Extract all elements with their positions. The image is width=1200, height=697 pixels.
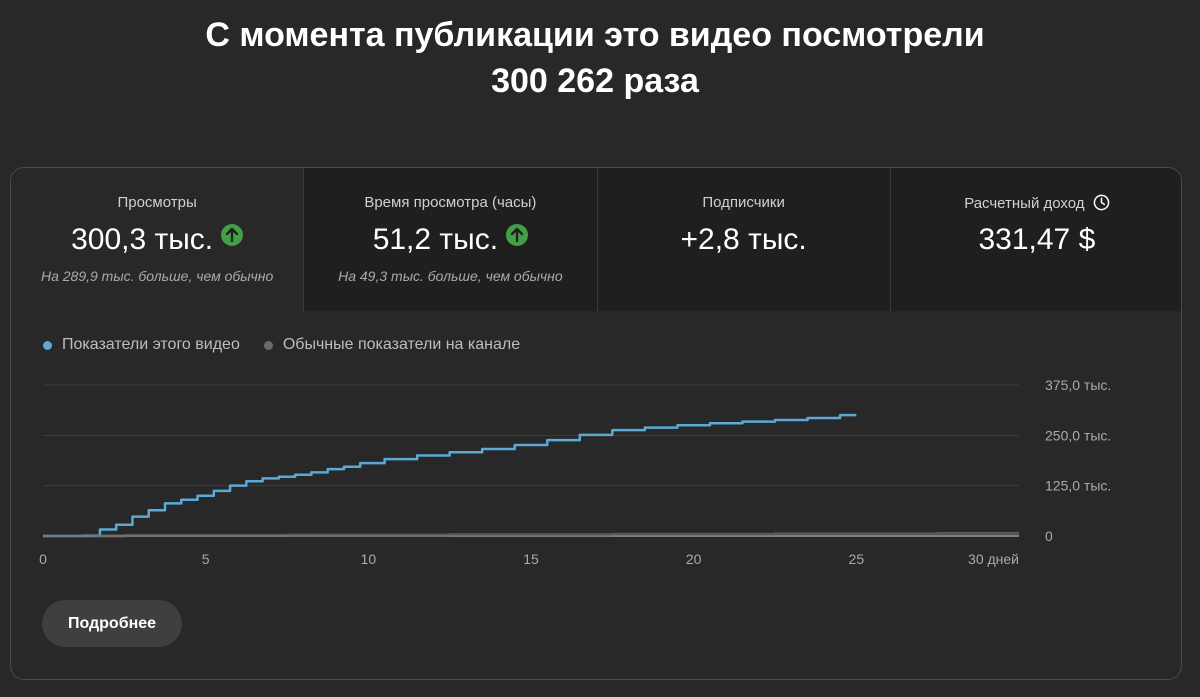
series-line-channel-typical (43, 531, 1019, 538)
metric-tab-subscribers[interactable]: Подписчики +2,8 тыс. (597, 168, 891, 311)
more-button[interactable]: Подробнее (42, 600, 182, 647)
x-tick-label: 20 (686, 551, 702, 567)
metric-value: 300,3 тыс. (11, 220, 303, 260)
metric-value-text: 51,2 тыс. (372, 223, 499, 256)
series-line-this-video (43, 413, 857, 538)
metric-tab-views[interactable]: Просмотры 300,3 тыс. На 289,9 тыс. больш… (11, 168, 305, 311)
x-tick-label: 30 дней (968, 551, 1019, 567)
y-tick-label: 375,0 тыс. (1045, 377, 1111, 393)
clock-icon[interactable] (1093, 194, 1110, 211)
y-tick-label: 250,0 тыс. (1045, 427, 1111, 443)
y-tick-label: 0 (1045, 528, 1053, 544)
metric-title: Расчетный доход (891, 194, 1181, 212)
legend-label: Обычные показатели на канале (282, 336, 521, 353)
headline-line-1: С момента публикации это видео посмотрел… (205, 16, 985, 54)
headline-line-2: 300 262 раза (491, 62, 699, 100)
metric-title: Время просмотра (часы) (364, 194, 537, 211)
metric-title: Просмотры (117, 194, 197, 211)
legend-swatch (263, 340, 273, 350)
legend-swatch (43, 340, 52, 350)
metric-tabs: Просмотры 300,3 тыс. На 289,9 тыс. больш… (11, 168, 1181, 311)
x-tick-label: 5 (202, 551, 210, 567)
metric-value: 331,47 $ (891, 220, 1181, 260)
metric-note: На 289,9 тыс. больше, чем обычно (40, 268, 274, 284)
arrow-up-icon (506, 224, 529, 246)
metric-value-text: 300,3 тыс. (71, 223, 214, 256)
analytics-card: Просмотры 300,3 тыс. На 289,9 тыс. больш… (10, 167, 1182, 680)
metric-note: На 49,3 тыс. больше, чем обычно (338, 268, 563, 284)
page-headline: С момента публикации это видео посмотрел… (0, 12, 1190, 104)
x-tick-label: 0 (39, 551, 47, 567)
chart-legend: Показатели этого видео Обычные показател… (43, 336, 520, 354)
y-tick-label: 125,0 тыс. (1045, 478, 1111, 494)
metric-value-text: 331,47 $ (978, 223, 1096, 256)
legend-item-channel-typical: Обычные показатели на канале (263, 336, 521, 354)
metric-title: Подписчики (702, 194, 785, 211)
metric-title-text: Расчетный доход (964, 195, 1085, 212)
metric-tab-revenue[interactable]: Расчетный доход 331,47 $ (890, 168, 1181, 311)
metric-value: +2,8 тыс. (598, 220, 890, 260)
views-line-chart[interactable]: 0 125,0 тыс. 250,0 тыс. 375,0 тыс. 0 5 10 15 20 2… (11, 373, 1182, 573)
x-tick-label: 15 (523, 551, 539, 567)
arrow-up-icon (221, 224, 244, 246)
legend-item-this-video: Показатели этого видео (43, 336, 240, 354)
x-tick-label: 25 (849, 551, 865, 567)
metric-tab-watch-time[interactable]: Время просмотра (часы) 51,2 тыс. На 49,3… (304, 168, 598, 311)
metric-value-text: +2,8 тыс. (680, 223, 807, 256)
metric-value: 51,2 тыс. (304, 220, 596, 260)
x-tick-label: 10 (361, 551, 377, 567)
legend-label: Показатели этого видео (62, 336, 240, 353)
